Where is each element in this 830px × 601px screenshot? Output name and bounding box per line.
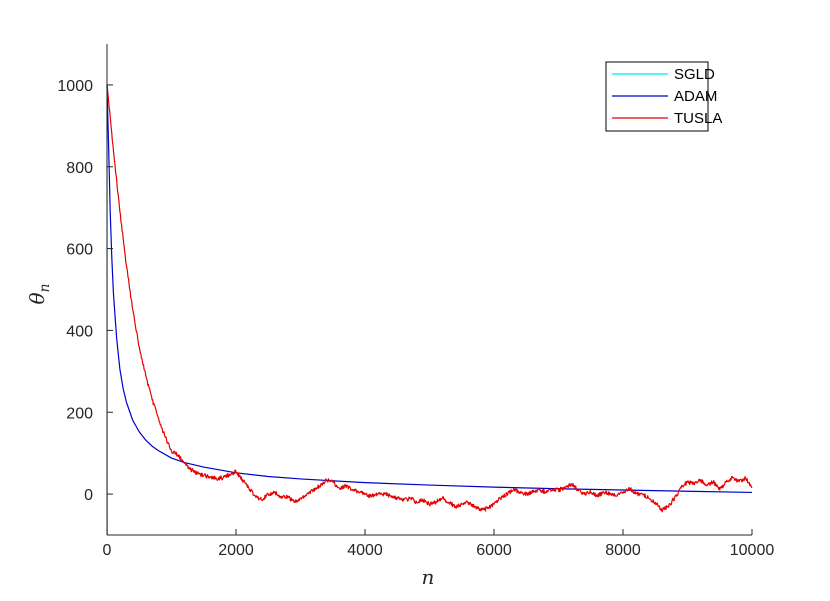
- legend-label-adam: ADAM: [674, 88, 717, 105]
- y-tick-label: 600: [66, 242, 93, 259]
- y-axis-title: θn: [25, 283, 53, 304]
- x-tick-label: 8000: [605, 542, 641, 559]
- y-axis-title-sub: n: [37, 283, 53, 292]
- x-tick-label: 0: [103, 542, 112, 559]
- x-tick-label: 2000: [218, 542, 254, 559]
- y-tick-label: 1000: [57, 78, 93, 95]
- legend-label-sgld: SGLD: [674, 66, 715, 83]
- y-tick-label: 200: [66, 405, 93, 422]
- x-tick-label: 6000: [476, 542, 512, 559]
- series-line-tusla: [106, 84, 753, 513]
- x-axis-title: n: [422, 565, 435, 589]
- y-tick-label: 0: [84, 487, 93, 504]
- y-axis-title-base: θ: [25, 292, 49, 304]
- axes: [106, 44, 753, 536]
- legend: SGLD ADAM TUSLA: [605, 61, 722, 132]
- x-tick-label: 10000: [730, 542, 775, 559]
- y-tick-label: 800: [66, 160, 93, 177]
- x-tick-label: 4000: [347, 542, 383, 559]
- legend-label-tusla: TUSLA: [674, 110, 722, 127]
- plot-lines: [106, 84, 753, 536]
- tick-labels: 0 2000 4000 6000 8000 10000 0 200 400 600 800 1000: [57, 78, 774, 559]
- series-line-adam: [106, 84, 753, 494]
- y-tick-label: 400: [66, 323, 93, 340]
